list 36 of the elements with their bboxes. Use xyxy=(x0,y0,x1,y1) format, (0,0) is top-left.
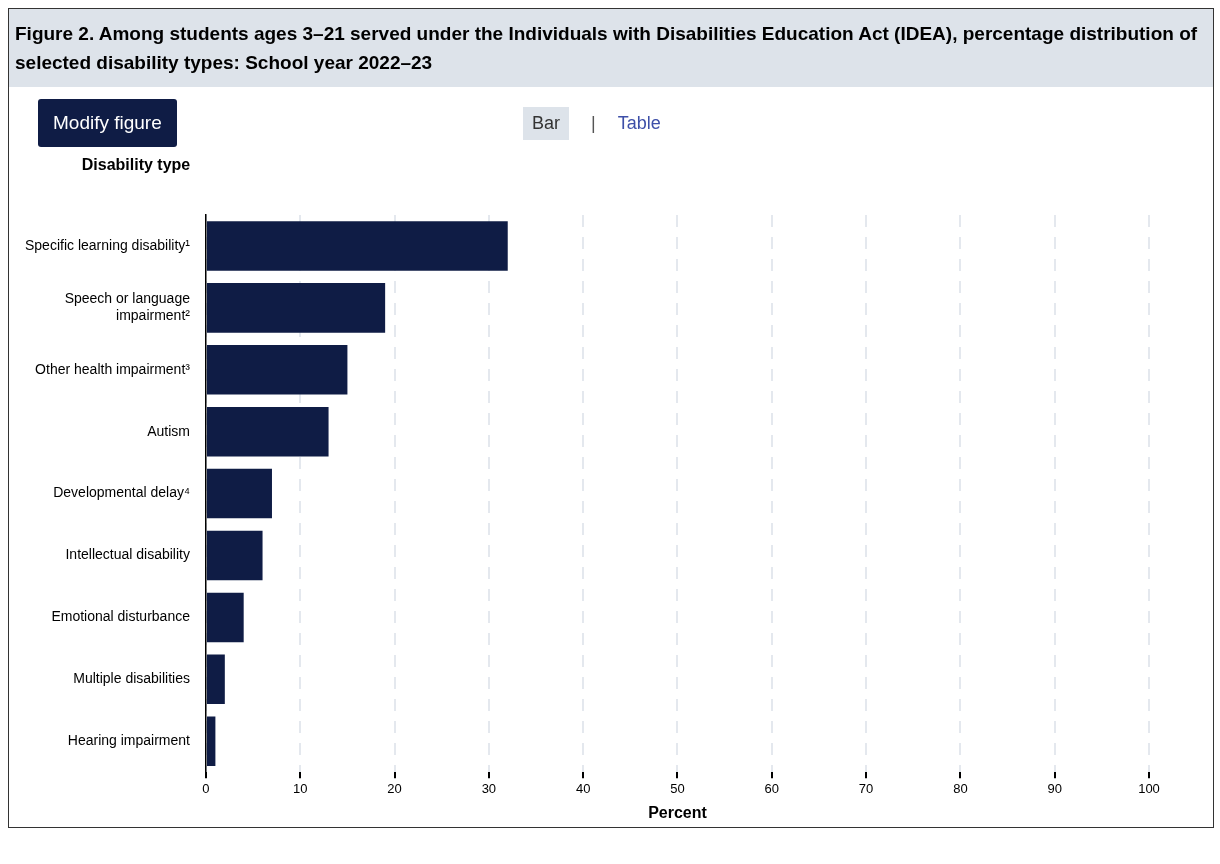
x-axis-title: Percent xyxy=(648,803,708,821)
bar xyxy=(206,283,386,333)
bar xyxy=(206,468,272,519)
x-tick-label: 60 xyxy=(764,780,780,796)
text: Table xyxy=(617,113,661,134)
x-tick-label: 0 xyxy=(202,780,210,796)
y-tick-label: Developmental delay⁴ xyxy=(53,484,190,501)
x-tick-label: 10 xyxy=(293,780,308,796)
y-tick-label: Multiple disabilities xyxy=(73,670,190,687)
x-tick-label: 80 xyxy=(953,780,968,796)
bar xyxy=(206,345,348,395)
x-tick-label: 50 xyxy=(670,780,685,796)
text: Bar xyxy=(523,107,570,140)
bar xyxy=(206,406,329,457)
y-tick-label: Specific learning disability¹ xyxy=(25,236,191,253)
x-tick-label: 90 xyxy=(1047,780,1062,796)
y-tick-label: Hearing impairment xyxy=(67,732,191,749)
y-tick-label: Emotional disturbance xyxy=(51,608,191,625)
bar xyxy=(206,654,225,705)
x-tick-label: 100 xyxy=(1138,780,1160,796)
bar xyxy=(206,530,263,581)
bar xyxy=(206,221,508,271)
text: | xyxy=(591,113,596,134)
bar xyxy=(206,716,216,767)
y-tick-label: Autism xyxy=(147,422,190,439)
y-tick-label: Intellectual disability xyxy=(65,546,190,563)
x-tick-label: 70 xyxy=(858,780,874,796)
y-axis-title: Disability type xyxy=(81,156,191,173)
x-tick-label: 30 xyxy=(481,780,497,796)
y-tick-label: Speech or language impairment² xyxy=(64,290,191,324)
text: Modify figure xyxy=(38,99,177,147)
x-tick-label: 40 xyxy=(575,780,591,796)
x-tick-label: 20 xyxy=(387,780,402,796)
y-tick-label: Other health impairment³ xyxy=(35,360,191,377)
bar xyxy=(206,592,244,643)
chart-title: Figure 2. Among students ages 3–21 served under the Individuals with Disabilities Education Act (IDEA), percentage distribution of selected disability types: School year 2022–23 xyxy=(9,9,1213,87)
